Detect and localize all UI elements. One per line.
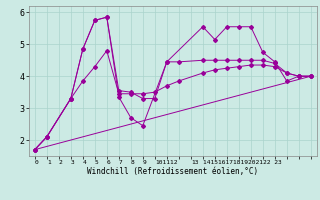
X-axis label: Windchill (Refroidissement éolien,°C): Windchill (Refroidissement éolien,°C) — [87, 167, 258, 176]
